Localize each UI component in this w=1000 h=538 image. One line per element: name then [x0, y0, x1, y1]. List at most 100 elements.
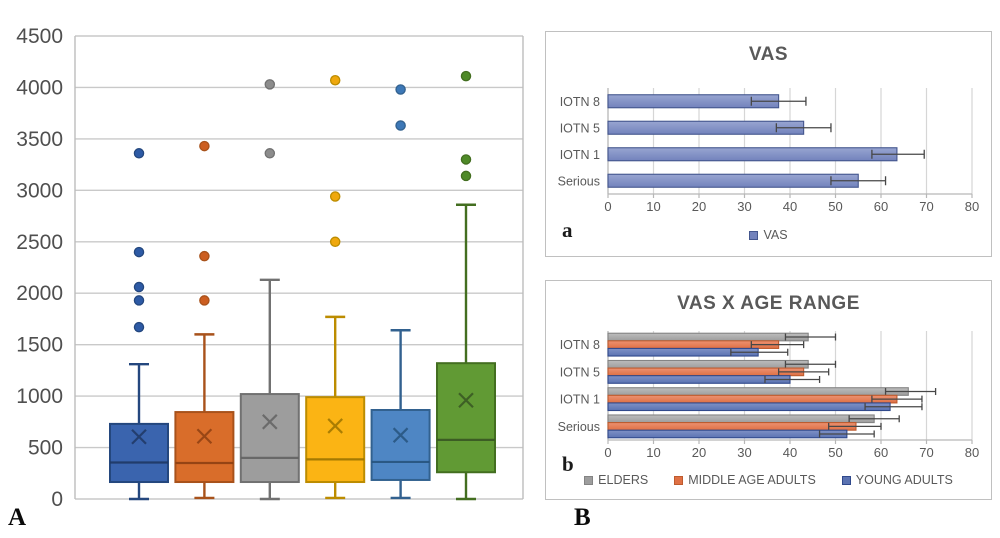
svg-text:1000: 1000 — [16, 385, 63, 408]
svg-text:40: 40 — [783, 445, 797, 460]
vas-bar-vas — [607, 147, 898, 162]
svg-text:80: 80 — [965, 445, 979, 460]
error-bar — [818, 430, 875, 438]
svg-text:3500: 3500 — [16, 128, 63, 151]
svg-text:4000: 4000 — [16, 76, 63, 99]
box-iqr — [239, 393, 300, 484]
outlier-point — [329, 191, 341, 202]
error-bar — [784, 333, 837, 341]
box-series-3 — [239, 79, 300, 501]
box-series-4 — [305, 74, 366, 500]
mean-marker — [262, 414, 278, 430]
svg-text:80: 80 — [965, 199, 979, 214]
error-bar — [830, 176, 887, 186]
error-bar — [864, 403, 923, 411]
vas_age-bar-middle-age-adults — [607, 367, 805, 377]
svg-text:20: 20 — [692, 445, 706, 460]
mean-marker — [392, 427, 409, 443]
svg-text:30: 30 — [737, 445, 751, 460]
vas_age-bar-young-adults — [607, 375, 791, 384]
figure-label-B: B — [574, 504, 591, 531]
legend-swatch — [674, 475, 684, 485]
error-bar — [750, 341, 805, 349]
vas-legend: VAS — [546, 228, 991, 242]
error-bar — [828, 422, 882, 430]
outlier-point — [460, 70, 472, 82]
svg-text:50: 50 — [828, 445, 842, 460]
legend-swatch — [749, 230, 759, 240]
svg-text:0: 0 — [604, 445, 611, 460]
error-bar — [777, 368, 830, 376]
vas_age-bar-elders — [607, 332, 809, 342]
legend-label: VAS — [763, 228, 788, 242]
legend-item-elders: ELDERS — [584, 473, 648, 487]
outlier-point — [264, 148, 276, 159]
boxplot-panel: 0 500 1000 1500 2000 2500 3000 3500 4000 4500 — [16, 25, 524, 511]
error-bar — [775, 123, 832, 133]
vas_age-category-labels: IOTN 8 IOTN 5 IOTN 1 Serious — [558, 338, 600, 434]
svg-text:70: 70 — [919, 199, 933, 214]
svg-text:20: 20 — [692, 199, 706, 214]
vas-age-bar-chart: 0 10 20 30 40 50 60 70 80 IOTN 8 IOTN 5 IOTN 1 Serio… — [558, 331, 979, 460]
figure-label-A: A — [8, 504, 27, 531]
vas-chart-title: VAS — [748, 44, 789, 65]
legend-swatch — [841, 475, 851, 485]
svg-text:0: 0 — [604, 199, 611, 214]
box-iqr — [174, 411, 235, 484]
svg-text:Serious: Serious — [558, 174, 600, 188]
legend-item-vas: VAS — [749, 228, 788, 242]
outlier-point — [199, 250, 210, 262]
vas_age-bar-young-adults — [607, 402, 891, 412]
legend-swatch — [584, 475, 594, 485]
vas_age-bar-middle-age-adults — [607, 394, 898, 404]
outlier-point — [133, 281, 145, 293]
vas_age-bar-young-adults — [607, 429, 848, 439]
vas-chart-panel: 0 10 20 30 40 50 60 70 80 IOTN 8 IOTN 5 IOTN 1 Serio… — [545, 31, 992, 257]
svg-text:10: 10 — [646, 445, 660, 460]
box-series-6 — [436, 70, 496, 501]
error-bar — [750, 96, 807, 106]
vas-age-chart-panel: 0 10 20 30 40 50 60 70 80 IOTN 8 IOTN 5 IOTN 1 Serio… — [545, 280, 992, 500]
subpanel-label-b: b — [562, 452, 574, 476]
svg-text:IOTN 5: IOTN 5 — [560, 365, 600, 379]
svg-text:30: 30 — [737, 199, 751, 214]
box-series-1 — [109, 148, 169, 501]
svg-text:1500: 1500 — [16, 334, 63, 357]
svg-text:40: 40 — [783, 199, 797, 214]
mean-marker — [196, 428, 213, 445]
subpanel-label-a: a — [562, 218, 573, 242]
vas-bar-vas — [607, 120, 805, 135]
svg-text:IOTN 1: IOTN 1 — [560, 393, 600, 407]
outlier-point — [460, 170, 472, 182]
box-iqr — [109, 422, 169, 484]
svg-text:4500: 4500 — [16, 25, 63, 48]
vas_age-bar-elders — [607, 414, 875, 424]
svg-text:0: 0 — [51, 488, 63, 511]
mean-marker — [458, 392, 474, 409]
legend-item-young-adults: YOUNG ADULTS — [841, 473, 953, 487]
outlier-point — [199, 140, 210, 152]
svg-text:500: 500 — [28, 437, 63, 460]
outlier-point — [329, 74, 341, 86]
svg-text:70: 70 — [919, 445, 933, 460]
error-bar — [730, 348, 789, 356]
outlier-point — [133, 148, 145, 159]
svg-text:IOTN 8: IOTN 8 — [560, 338, 600, 352]
svg-text:3000: 3000 — [16, 179, 63, 202]
vas-age-legend: ELDERS MIDDLE AGE ADULTS YOUNG ADULTS — [546, 473, 991, 487]
legend-label: ELDERS — [598, 473, 649, 487]
legend-label: YOUNG ADULTS — [855, 473, 953, 487]
box-series-2 — [174, 140, 235, 500]
error-bar — [764, 375, 821, 383]
svg-text:IOTN 8: IOTN 8 — [560, 95, 600, 109]
vas-category-labels: IOTN 8 IOTN 5 IOTN 1 Serious — [558, 95, 600, 189]
box-iqr — [305, 396, 366, 484]
outlier-point — [133, 295, 145, 306]
vas_age-bar-elders — [607, 387, 909, 396]
vas-bar-chart: 0 10 20 30 40 50 60 70 80 IOTN 8 IOTN 5 IOTN 1 Serio… — [558, 88, 979, 214]
vas_age-x-axis-labels: 0 10 20 30 40 50 60 70 80 — [604, 445, 979, 460]
svg-text:60: 60 — [874, 445, 888, 460]
outlier-point — [460, 154, 472, 165]
error-bar — [784, 360, 837, 368]
